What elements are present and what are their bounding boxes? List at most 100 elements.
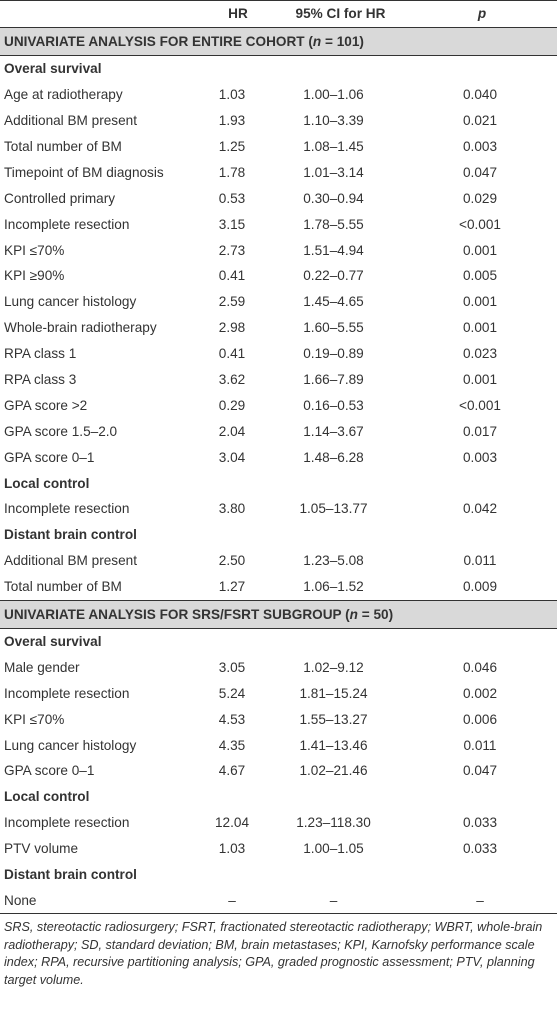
hr-value: 2.04 [218, 423, 246, 439]
p-value: <0.001 [459, 397, 501, 413]
hr-value: 2.50 [218, 553, 246, 569]
table-footnote: SRS, stereotactic radiosurgery; FSRT, fr… [4, 920, 543, 987]
section-title-n: n [349, 606, 358, 622]
ci-value: 1.48–6.28 [303, 449, 364, 465]
table-row: GPA score 1.5–2.0 2.04 1.14–3.67 0.017 [0, 418, 557, 444]
section-title-suffix: = 101) [321, 33, 364, 49]
row-label: Additional BM present [4, 553, 137, 569]
hr-value: 0.53 [218, 190, 246, 206]
hr-value: 12.04 [214, 815, 250, 831]
row-label: Whole-brain radiotherapy [4, 320, 157, 336]
p-value: 0.042 [462, 501, 498, 517]
table-row: None – – – [0, 887, 557, 915]
row-label: Age at radiotherapy [4, 87, 123, 103]
ci-value: 1.05–13.77 [299, 501, 368, 517]
hr-value: 3.80 [218, 501, 246, 517]
table-row: Male gender 3.05 1.02–9.12 0.046 [0, 654, 557, 680]
p-value: 0.040 [462, 87, 498, 103]
hr-value: 1.03 [218, 87, 246, 103]
column-header-ci: 95% CI for HR [295, 6, 386, 22]
group-header-row: Distant brain control [0, 862, 557, 888]
section-title-prefix: UNIVARIATE ANALYSIS FOR SRS/FSRT SUBGROU… [4, 606, 350, 622]
table-row: Incomplete resection 3.80 1.05–13.77 0.042 [0, 496, 557, 522]
p-value: <0.001 [459, 216, 501, 232]
ci-value: 1.60–5.55 [303, 320, 364, 336]
ci-value: 1.23–5.08 [303, 553, 364, 569]
table-row: Whole-brain radiotherapy 2.98 1.60–5.55 0.0… [0, 315, 557, 341]
group-title: Distant brain control [4, 527, 137, 543]
hr-value: 2.73 [218, 242, 246, 258]
hr-value: 4.67 [218, 763, 246, 779]
ci-value: 1.41–13.46 [299, 737, 368, 753]
hr-value: 3.62 [218, 372, 246, 388]
column-header-label [0, 1, 202, 28]
column-header-p: p [477, 6, 487, 22]
ci-value: 0.19–0.89 [303, 346, 364, 362]
section-title: UNIVARIATE ANALYSIS FOR ENTIRE COHORT (n… [0, 26, 557, 56]
table-row: KPI ≤70% 4.53 1.55–13.27 0.006 [0, 706, 557, 732]
group-header-row: Local control [0, 784, 557, 810]
hr-value: 0.41 [218, 268, 246, 284]
row-label: Lung cancer histology [4, 294, 137, 310]
section-header-row: UNIVARIATE ANALYSIS FOR ENTIRE COHORT (n… [0, 26, 557, 56]
table-row: PTV volume 1.03 1.00–1.05 0.033 [0, 836, 557, 862]
section-title-prefix: UNIVARIATE ANALYSIS FOR ENTIRE COHORT ( [4, 33, 313, 49]
ci-value: 1.08–1.45 [303, 139, 364, 154]
table-row: Timepoint of BM diagnosis 1.78 1.01–3.14 0.… [0, 159, 557, 185]
row-label: Total number of BM [4, 139, 122, 154]
ci-value: 0.16–0.53 [303, 397, 364, 413]
table-row: RPA class 3 3.62 1.66–7.89 0.001 [0, 367, 557, 393]
p-value: 0.001 [462, 294, 498, 310]
ci-value: 1.66–7.89 [303, 372, 364, 388]
ci-value: 0.30–0.94 [303, 190, 364, 206]
hr-value: – [202, 887, 274, 915]
group-title: Local control [4, 475, 90, 491]
row-label: GPA score 0–1 [4, 449, 95, 465]
table-row: Incomplete resection 5.24 1.81–15.24 0.002 [0, 680, 557, 706]
ci-value: 1.14–3.67 [303, 423, 364, 439]
p-value: 0.047 [462, 763, 498, 779]
ci-value: 1.01–3.14 [303, 164, 364, 180]
hr-value: 1.03 [218, 841, 246, 857]
p-value: 0.023 [462, 346, 498, 362]
hr-value: 2.59 [218, 294, 246, 310]
section-title: UNIVARIATE ANALYSIS FOR SRS/FSRT SUBGROU… [0, 599, 557, 629]
hr-value: 0.29 [218, 397, 246, 413]
hr-value: 4.35 [218, 737, 246, 753]
row-label: Total number of BM [4, 579, 122, 595]
p-value: 0.047 [462, 164, 498, 180]
p-value: 0.006 [462, 711, 498, 727]
group-title: Distant brain control [4, 867, 137, 883]
ci-value: 1.45–4.65 [303, 294, 364, 310]
hr-value: 3.15 [218, 216, 246, 232]
ci-value: 1.02–21.46 [299, 763, 368, 779]
table-row: KPI ≤70% 2.73 1.51–4.94 0.001 [0, 237, 557, 263]
table-row: GPA score 0–1 4.67 1.02–21.46 0.047 [0, 758, 557, 784]
row-label: Additional BM present [4, 113, 137, 129]
p-value: 0.003 [462, 449, 498, 465]
hazard-ratio-table-figure: HR 95% CI for HR p UNIVARIATE ANALYSIS F… [0, 0, 557, 987]
hr-value: 3.05 [218, 659, 246, 675]
table-row: Age at radiotherapy 1.03 1.00–1.06 0.040 [0, 82, 557, 108]
p-value: 0.017 [462, 423, 498, 439]
hr-value: 4.53 [218, 711, 246, 727]
hr-value: 1.78 [218, 164, 246, 180]
row-label: PTV volume [4, 841, 79, 857]
row-label: KPI ≤70% [4, 242, 65, 258]
hr-value: 1.25 [218, 139, 246, 154]
p-value: 0.003 [462, 139, 498, 154]
ci-value: 1.51–4.94 [303, 242, 364, 258]
p-value: 0.011 [463, 737, 497, 753]
group-header-row: Overal survival [0, 628, 557, 654]
row-label: None [0, 887, 202, 915]
ci-value: 1.00–1.05 [303, 841, 364, 857]
hr-value: 5.24 [218, 685, 246, 701]
ci-value: 1.23–118.30 [296, 815, 371, 831]
table-row: Total number of BM 1.27 1.06–1.52 0.009 [0, 574, 557, 600]
p-value: 0.009 [462, 579, 498, 595]
p-value: 0.033 [462, 841, 498, 857]
row-label: Incomplete resection [4, 216, 130, 232]
table-row: RPA class 1 0.41 0.19–0.89 0.023 [0, 341, 557, 367]
ci-value: 1.78–5.55 [303, 216, 364, 232]
p-value: 0.001 [462, 372, 498, 388]
